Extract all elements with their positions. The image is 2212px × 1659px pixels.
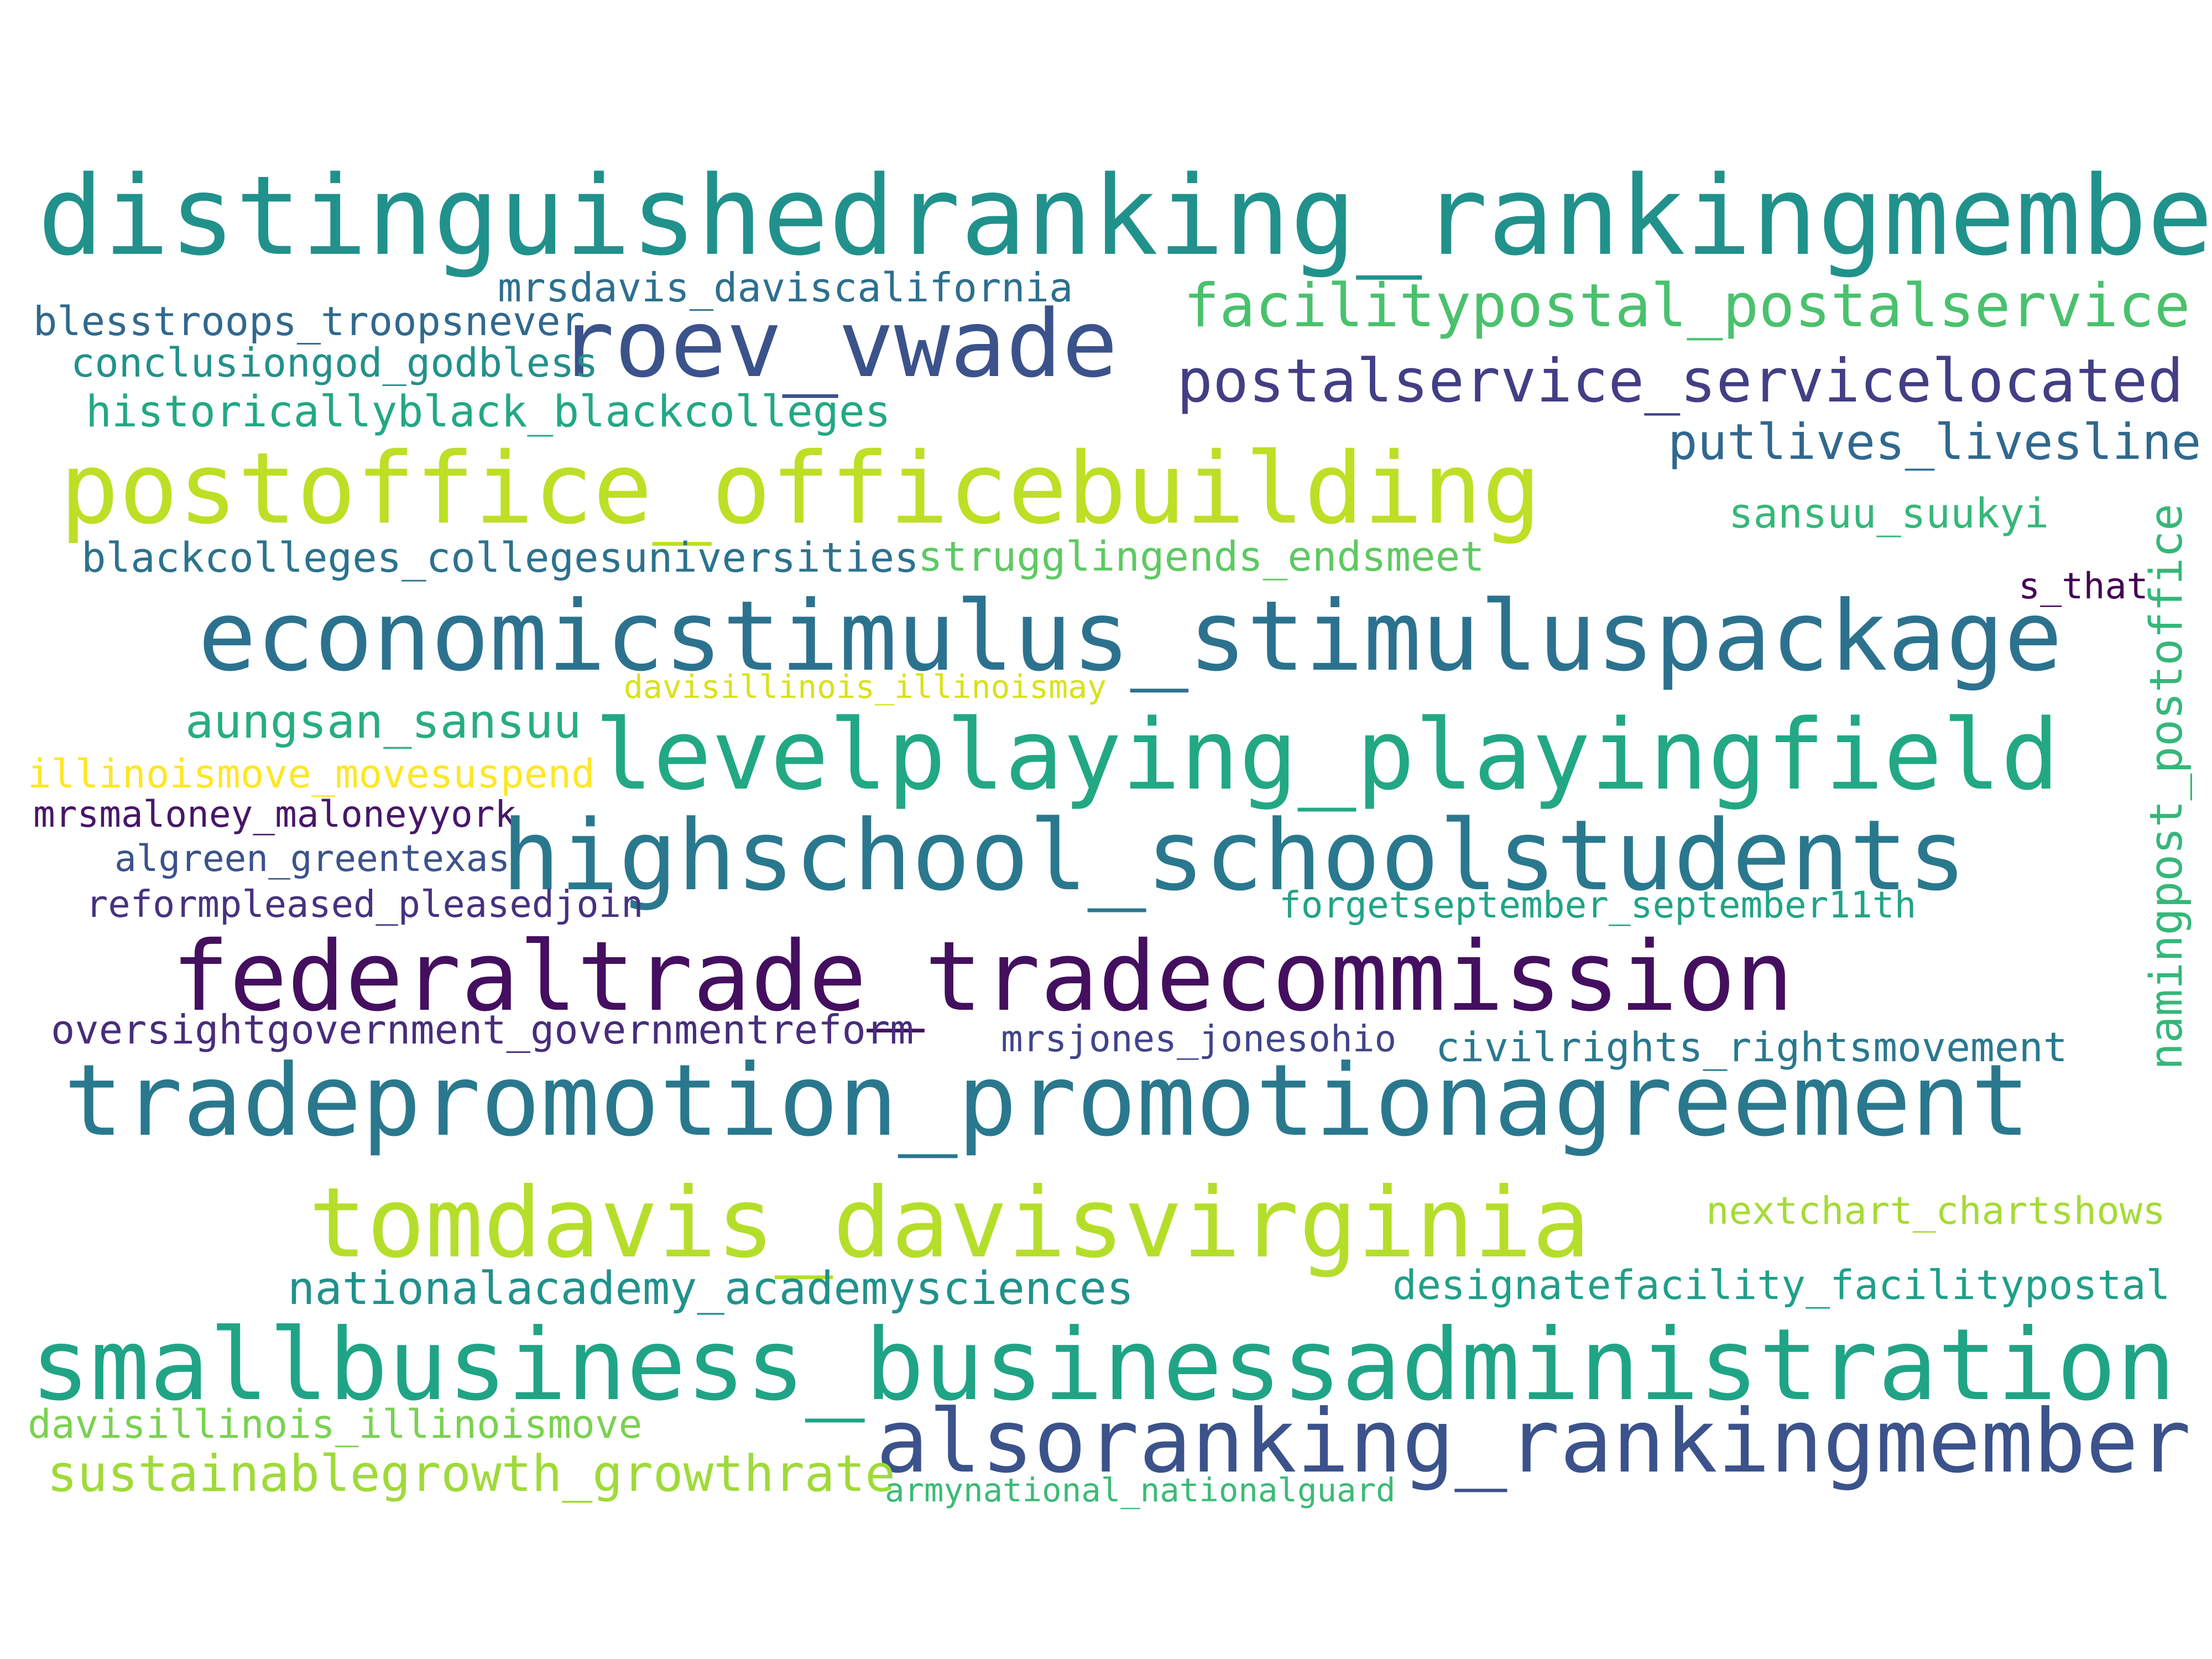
word: facilitypostal_postalservice	[1183, 272, 2190, 341]
word: blesstroops_troopsnever	[33, 298, 585, 345]
word: strugglingends_endsmeet	[918, 533, 1485, 581]
word: highschool_schoolstudents	[502, 799, 1967, 912]
word: mrsdavis_daviscalifornia	[498, 264, 1073, 311]
word: distinguishedranking_rankingmember	[38, 152, 2212, 280]
word: sustainablegrowth_growthrate	[47, 1445, 896, 1503]
word: civilrights_rightsmovement	[1436, 1024, 2068, 1071]
word: davisillinois_illinoismay	[624, 668, 1107, 706]
word: nextchart_chartshows	[1706, 1189, 2166, 1233]
word: algreen_greentexas	[114, 837, 510, 880]
word: conclusiongod_godbless	[71, 340, 598, 386]
word: putlives_livesline	[1668, 413, 2201, 471]
word: economicstimulus_stimuluspackage	[198, 581, 2063, 693]
word: historicallyblack_blackcolleges	[86, 387, 891, 437]
word: designatefacility_facilitypostal	[1392, 1262, 2171, 1309]
word: s_that	[2018, 566, 2148, 607]
word: postoffice_officebuilding	[60, 431, 1542, 546]
word: mrsjones_jonesohio	[1001, 1018, 1397, 1060]
word: armynational_nationalguard	[885, 1471, 1396, 1509]
word: blackcolleges_collegesuniversities	[81, 534, 919, 582]
word: oversightgovernment_governmentreform	[51, 1006, 914, 1053]
word: forgetseptember_september11th	[1279, 884, 1917, 926]
word: illinoismove_movesuspend	[28, 751, 595, 797]
word: mrsmaloney_maloneyyork	[33, 793, 517, 836]
word: reformpleased_pleasedjoin	[86, 883, 644, 926]
word: alsoranking_rankingmember	[876, 1391, 2192, 1493]
word: aungsan_sansuu	[185, 695, 582, 749]
word: federaltrade_tradecommission	[171, 921, 1794, 1033]
word: nationalacademy_academysciences	[288, 1262, 1134, 1315]
word: davisillinois_illinoismove	[28, 1401, 643, 1447]
word: tomdavis_davisvirginia	[309, 1167, 1590, 1280]
word: smallbusiness_businessadministration	[30, 1308, 2176, 1423]
word: roev_vwade	[559, 290, 1118, 398]
word: postalservice_servicelocated	[1177, 347, 2184, 416]
word: levelplaying_playingfield	[594, 698, 2060, 812]
word-vertical: namingpost_postoffice	[2141, 503, 2193, 1070]
word: tradepromotion_promotionagreement	[64, 1044, 2031, 1159]
word: sansuu_suukyi	[1729, 490, 2049, 538]
